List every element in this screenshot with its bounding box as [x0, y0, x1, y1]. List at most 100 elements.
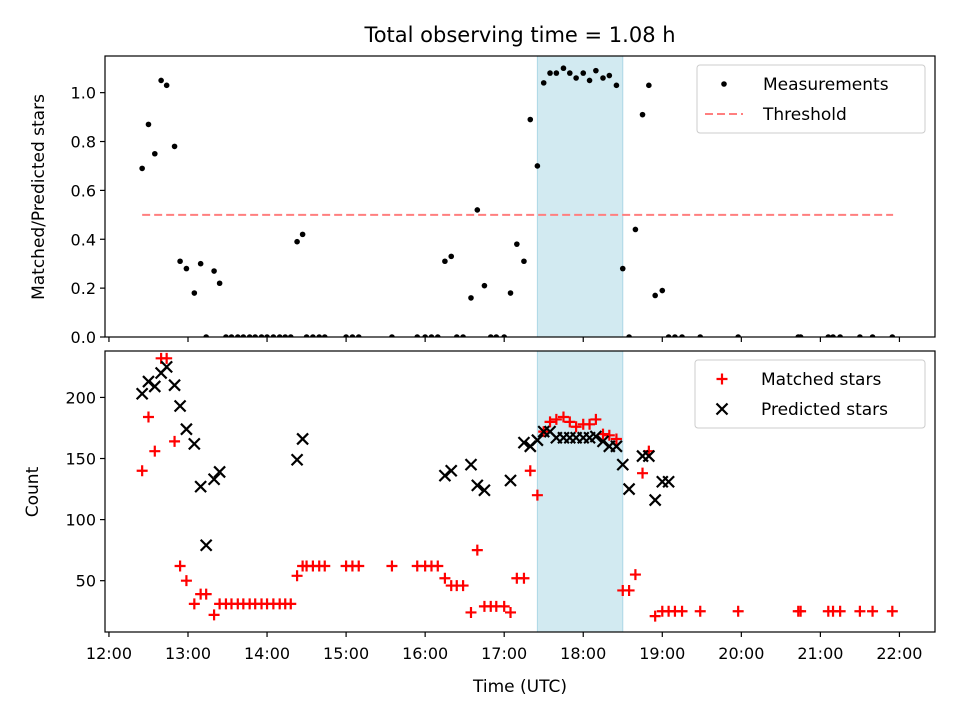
data-point [560, 65, 567, 72]
x-tick-label: 13:00 [165, 644, 211, 663]
data-point [203, 334, 209, 337]
y-tick-label: 0.4 [71, 230, 96, 249]
data-point [434, 334, 441, 337]
y-tick-label: 1.0 [71, 84, 96, 103]
data-point [471, 544, 483, 556]
data-point [854, 605, 866, 617]
data-point [145, 121, 152, 128]
data-point [590, 413, 602, 425]
data-point [310, 334, 316, 337]
data-point [564, 416, 576, 428]
data-point [544, 416, 556, 428]
data-point [422, 334, 428, 337]
data-point [514, 241, 520, 247]
data-point [464, 458, 478, 471]
data-point [448, 253, 455, 260]
data-point [158, 77, 164, 84]
legend-ratio: Measurements Threshold [696, 64, 926, 134]
data-point [694, 605, 706, 617]
data-point [613, 82, 620, 89]
data-point [468, 295, 474, 301]
legend-box [694, 359, 926, 429]
x-tick-label: 18:00 [560, 644, 606, 663]
data-point [589, 430, 603, 443]
x-tick-label: 16:00 [402, 644, 448, 663]
x-tick-label: 21:00 [797, 644, 843, 663]
legend-swatch-matched-stars [716, 373, 728, 385]
data-point [174, 560, 186, 572]
data-point [171, 143, 178, 150]
data-point [632, 226, 639, 233]
data-point [285, 598, 297, 610]
data-point [207, 473, 221, 486]
x-tick-label: 20:00 [718, 644, 764, 663]
x-tick-label: 17:00 [481, 644, 527, 663]
data-point [183, 265, 190, 272]
data-point [648, 493, 662, 507]
data-point [619, 265, 626, 272]
data-point [343, 334, 349, 337]
data-point [570, 421, 582, 433]
data-point [169, 435, 181, 447]
data-point [646, 82, 652, 89]
data-point [517, 436, 531, 449]
data-point [825, 334, 832, 337]
data-point [353, 560, 365, 572]
observing-window-shade [536, 351, 624, 632]
data-point [797, 334, 804, 337]
plot-layer [135, 351, 898, 632]
y-tick-label: 150 [65, 450, 96, 469]
data-point [584, 418, 596, 430]
data-point [432, 560, 444, 572]
x-tick-label: 22:00 [876, 644, 922, 663]
data-point [290, 453, 304, 467]
ratio-axes: 0.0 0.2 0.4 0.6 0.8 1.0 [71, 55, 936, 347]
data-point [676, 605, 688, 617]
count-plot-area [135, 351, 898, 632]
data-point [194, 480, 207, 493]
data-point [518, 572, 530, 584]
data-point [188, 437, 201, 451]
data-point [837, 334, 843, 337]
data-point [457, 580, 469, 592]
data-point [481, 282, 488, 289]
data-point [235, 334, 241, 337]
data-point [453, 334, 460, 337]
data-point [534, 163, 541, 169]
axes-frame [104, 55, 936, 338]
data-point [321, 334, 328, 337]
series-measurements [139, 65, 896, 337]
data-point [291, 570, 303, 582]
data-point [414, 334, 421, 337]
data-point [228, 334, 235, 337]
data-point [531, 489, 543, 501]
ratio-panel: 0.0 0.2 0.4 0.6 0.8 1.0 Matched/Predicted sta… [29, 55, 936, 347]
plot-layer [139, 56, 896, 337]
data-point [869, 334, 876, 337]
data-point [428, 334, 435, 337]
data-point [553, 70, 560, 76]
data-point [465, 606, 477, 618]
data-point [439, 572, 451, 584]
data-point [258, 334, 265, 337]
data-point [735, 334, 741, 337]
y-axis-label-ratio: Matched/Predicted stars [29, 94, 49, 300]
data-point [527, 116, 534, 123]
axes-frame [104, 350, 936, 633]
data-point [299, 231, 306, 238]
data-point [498, 600, 510, 612]
data-point [303, 334, 310, 337]
data-point [177, 258, 183, 265]
data-point [672, 334, 678, 337]
data-point [211, 268, 217, 274]
data-point [188, 598, 200, 610]
data-point [316, 334, 323, 337]
data-point [639, 111, 646, 118]
y-axis-label-count: Count [23, 466, 43, 517]
legend-swatch-measurements [721, 81, 727, 87]
data-point [296, 432, 309, 446]
data-point [593, 67, 599, 74]
data-point [623, 584, 635, 596]
data-point [600, 75, 606, 81]
data-point [834, 605, 846, 617]
